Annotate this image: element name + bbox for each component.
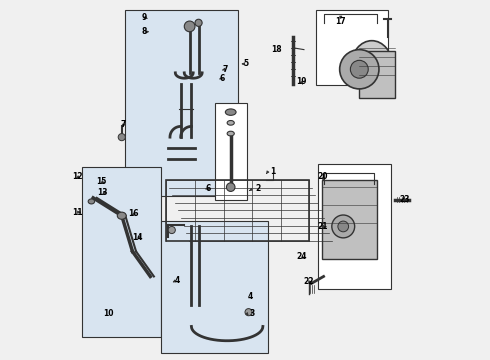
Text: 2: 2 (255, 184, 260, 193)
Ellipse shape (227, 121, 234, 125)
Circle shape (245, 309, 252, 316)
Text: 11: 11 (72, 208, 82, 217)
Ellipse shape (351, 41, 392, 91)
Text: 3: 3 (249, 310, 255, 319)
Text: 8: 8 (142, 27, 147, 36)
Text: 24: 24 (296, 252, 307, 261)
Text: 9: 9 (142, 13, 147, 22)
Text: 6: 6 (220, 74, 225, 83)
Text: 6: 6 (206, 184, 211, 193)
Circle shape (338, 221, 348, 232)
Text: 14: 14 (132, 233, 143, 242)
Bar (318, 164, 392, 289)
Text: 1: 1 (270, 167, 275, 176)
Circle shape (184, 21, 195, 32)
Text: 5: 5 (243, 59, 248, 68)
Circle shape (195, 19, 202, 26)
Bar (82, 167, 161, 337)
Text: 4: 4 (248, 292, 253, 301)
Text: 17: 17 (336, 17, 346, 26)
Text: 10: 10 (103, 310, 114, 319)
Bar (322, 180, 377, 258)
Bar (167, 180, 309, 241)
Ellipse shape (117, 212, 126, 219)
Text: 4: 4 (174, 275, 180, 284)
Text: 7: 7 (121, 120, 126, 129)
Ellipse shape (225, 109, 236, 115)
Bar (359, 51, 395, 98)
Text: 16: 16 (128, 210, 139, 219)
Text: 21: 21 (318, 222, 328, 231)
Text: 22: 22 (303, 277, 314, 286)
Circle shape (118, 134, 125, 141)
Text: 7: 7 (222, 65, 228, 74)
Circle shape (350, 60, 368, 78)
Circle shape (168, 226, 175, 234)
Circle shape (340, 50, 379, 89)
Text: 23: 23 (400, 195, 410, 204)
Text: 18: 18 (271, 45, 282, 54)
Circle shape (226, 183, 235, 192)
Text: 15: 15 (96, 177, 107, 186)
Bar (161, 221, 268, 353)
Text: 13: 13 (98, 188, 108, 197)
Bar (125, 10, 238, 196)
Text: 20: 20 (318, 172, 328, 181)
Circle shape (332, 215, 355, 238)
Text: 12: 12 (72, 172, 82, 181)
Ellipse shape (88, 199, 95, 204)
Text: 19: 19 (296, 77, 307, 86)
Ellipse shape (227, 131, 234, 136)
Bar (317, 10, 388, 85)
Bar (215, 103, 247, 200)
